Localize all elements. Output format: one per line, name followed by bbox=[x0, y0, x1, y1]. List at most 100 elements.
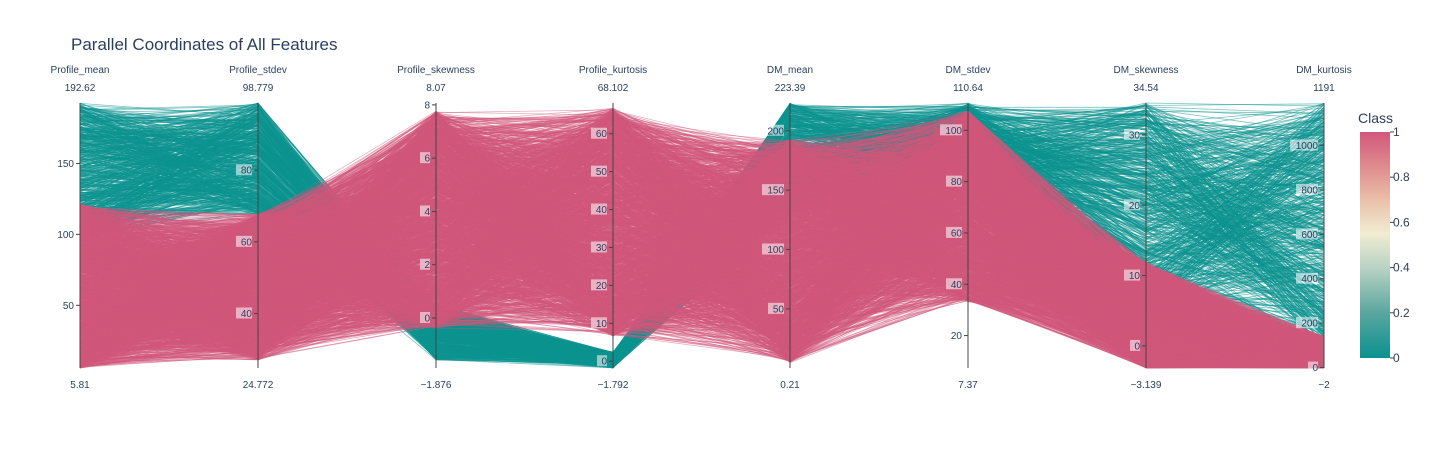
axis-max-label: 1191 bbox=[1313, 83, 1335, 94]
tick-label-bg bbox=[420, 312, 430, 324]
tick-label-bg bbox=[940, 124, 962, 136]
data-line bbox=[79, 160, 1325, 363]
axis-min-label: −3.139 bbox=[1131, 380, 1162, 391]
data-line bbox=[79, 118, 1325, 342]
colorbar-tick-label: 0.2 bbox=[1393, 306, 1410, 320]
axis-dm-kurtosis[interactable]: DM_kurtosis 1191 −20 200 400 600 800 1000 bbox=[1290, 65, 1352, 391]
data-line bbox=[79, 126, 1325, 358]
axis-dm-skewness[interactable]: DM_skewness 34.54 −3.139 0 10 20 30 bbox=[1113, 65, 1178, 391]
axis-name: Profile_stdev bbox=[229, 65, 287, 76]
axis-profile-mean[interactable]: Profile_mean 192.62 5.81 50 100 150 bbox=[51, 65, 110, 391]
axis-min-label: −2 bbox=[1318, 380, 1330, 391]
tick-label: 30 bbox=[596, 243, 608, 254]
axis-max-label: 223.39 bbox=[775, 83, 806, 94]
axis-name: DM_stdev bbox=[945, 65, 990, 76]
axis-profile-kurtosis[interactable]: Profile_kurtosis 68.102 −1.792 0 10 20 30 40 50 6… bbox=[579, 65, 647, 391]
tick-label: 100 bbox=[945, 126, 962, 137]
data-line bbox=[79, 222, 1325, 368]
data-line bbox=[79, 188, 1325, 364]
axis-profile-stdev[interactable]: Profile_stdev 98.779 24.772 40 60 80 bbox=[229, 65, 287, 391]
tick-label: 40 bbox=[241, 309, 253, 320]
tick-label: 800 bbox=[1301, 185, 1318, 196]
tick-label-bg bbox=[1296, 228, 1318, 240]
tick-label: 10 bbox=[596, 319, 608, 330]
tick-label-bg bbox=[58, 299, 74, 311]
tick-label-bg bbox=[1308, 361, 1318, 373]
axis-min-label: −1.876 bbox=[421, 380, 452, 391]
data-line bbox=[79, 181, 1325, 368]
axis-max-label: 8.07 bbox=[426, 83, 446, 94]
tick-label-bg bbox=[52, 228, 74, 240]
tick-label-bg bbox=[762, 243, 784, 255]
axis-profile-skewness[interactable]: Profile_skewness 8.07 −1.876 0 2 4 6 8 bbox=[397, 65, 475, 391]
tick-label: 50 bbox=[63, 301, 75, 312]
data-line bbox=[79, 121, 1325, 369]
colorbar-tick-label: 0.8 bbox=[1393, 170, 1410, 184]
axis-name: DM_kurtosis bbox=[1296, 65, 1352, 76]
data-line bbox=[79, 115, 1325, 367]
tick-label-bg bbox=[52, 157, 74, 169]
colorbar-tick-label: 0 bbox=[1393, 351, 1400, 365]
tick-label-bg bbox=[420, 152, 430, 164]
tick-label: 60 bbox=[951, 228, 963, 239]
data-line bbox=[79, 155, 1325, 369]
data-line bbox=[79, 149, 1325, 366]
tick-label-bg bbox=[762, 124, 784, 136]
tick-label-bg bbox=[946, 226, 962, 238]
tick-label-bg bbox=[591, 279, 607, 291]
data-line bbox=[79, 109, 1325, 369]
tick-label-bg bbox=[591, 203, 607, 215]
colorbar-tick-label: 0.6 bbox=[1393, 215, 1410, 229]
axis-name: Profile_skewness bbox=[397, 65, 475, 76]
data-line bbox=[79, 174, 1325, 347]
data-line bbox=[79, 130, 1325, 368]
tick-label: 50 bbox=[773, 304, 785, 315]
data-line bbox=[79, 129, 1325, 363]
data-line bbox=[79, 175, 1325, 338]
tick-label-bg bbox=[591, 165, 607, 177]
tick-label: 20 bbox=[596, 281, 608, 292]
axis-min-label: 5.81 bbox=[70, 380, 90, 391]
tick-label: 30 bbox=[1129, 130, 1141, 141]
axis-dm-stdev[interactable]: DM_stdev 110.64 7.37 20 40 60 80 100 bbox=[940, 65, 991, 391]
tick-label-bg bbox=[946, 278, 962, 290]
colorbar-tick-label: 1 bbox=[1393, 125, 1400, 139]
axis-name: DM_skewness bbox=[1113, 65, 1178, 76]
data-line bbox=[79, 165, 1325, 367]
data-line bbox=[79, 184, 1325, 368]
data-line bbox=[79, 183, 1325, 367]
chart-title: Parallel Coordinates of All Features bbox=[71, 35, 337, 54]
axis-dm-mean[interactable]: DM_mean 223.39 0.21 50 100 150 200 bbox=[762, 65, 813, 391]
tick-label: 600 bbox=[1301, 230, 1318, 241]
tick-label-bg bbox=[1290, 139, 1318, 151]
tick-label-bg bbox=[597, 355, 607, 367]
tick-label: 8 bbox=[424, 100, 430, 111]
data-line bbox=[79, 227, 1325, 367]
data-line bbox=[79, 144, 1325, 367]
tick-label: 10 bbox=[1129, 271, 1141, 282]
tick-label-bg bbox=[591, 127, 607, 139]
tick-label-bg bbox=[420, 98, 430, 110]
tick-label: 0 bbox=[424, 314, 430, 325]
class-1-lines bbox=[79, 107, 1325, 369]
data-line bbox=[79, 199, 1325, 338]
data-line bbox=[79, 150, 1325, 368]
tick-label: 60 bbox=[596, 129, 608, 140]
data-line bbox=[79, 111, 1325, 362]
tick-label: 200 bbox=[767, 126, 784, 137]
tick-label-bg bbox=[946, 329, 962, 341]
data-line bbox=[79, 150, 1325, 366]
axis-min-label: 0.21 bbox=[780, 380, 800, 391]
tick-label: 1000 bbox=[1296, 141, 1319, 152]
data-line bbox=[79, 179, 1325, 362]
data-line bbox=[79, 203, 1325, 369]
tick-label: 40 bbox=[951, 280, 963, 291]
tick-label-bg bbox=[591, 317, 607, 329]
colorbar: Class 0 0.2 0.4 0.6 0.8 1 bbox=[1358, 110, 1410, 365]
tick-label: 40 bbox=[596, 205, 608, 216]
tick-label: 60 bbox=[241, 237, 253, 248]
data-line bbox=[79, 130, 1325, 366]
data-line bbox=[79, 155, 1325, 369]
tick-label-bg bbox=[591, 241, 607, 253]
